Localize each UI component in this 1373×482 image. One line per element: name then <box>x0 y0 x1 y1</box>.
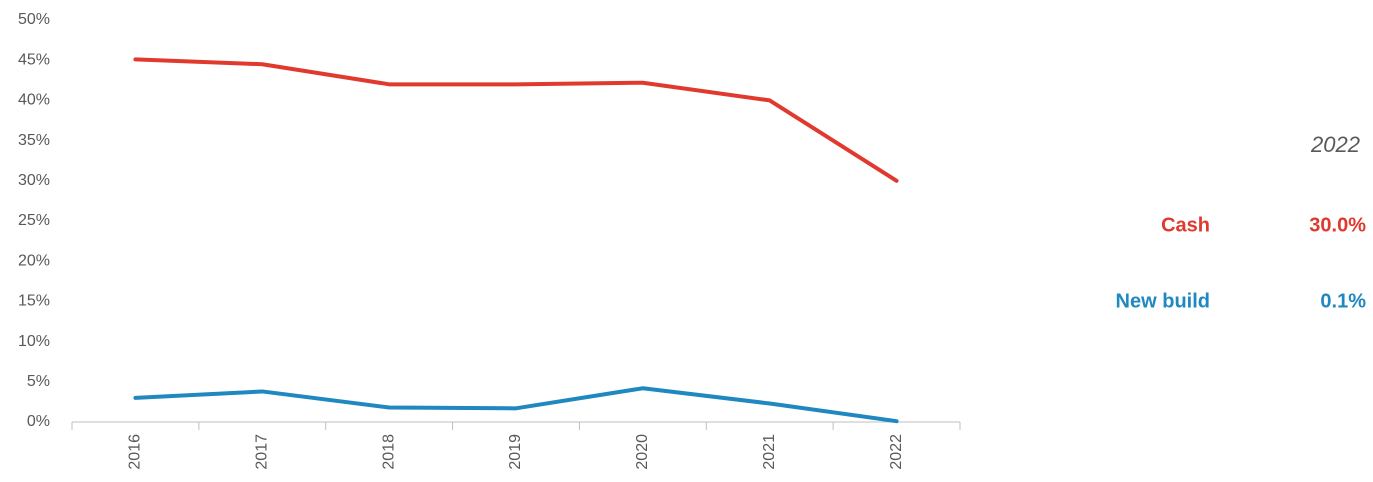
series-line <box>133 57 899 183</box>
y-tick-label: 5% <box>27 373 50 390</box>
y-tick-label: 20% <box>18 252 50 269</box>
y-tick-label: 10% <box>18 333 50 350</box>
value-label: 30.0% <box>1309 214 1366 236</box>
y-tick-label: 30% <box>18 172 50 189</box>
x-tick-label: 2020 <box>634 434 651 470</box>
y-tick-label: 0% <box>27 413 50 430</box>
panel-year: 2022 <box>1310 132 1360 157</box>
x-tick-label: 2017 <box>254 434 271 470</box>
value-label: 0.1% <box>1320 290 1366 312</box>
y-tick-label: 35% <box>18 132 50 149</box>
y-tick-label: 25% <box>18 212 50 229</box>
y-tick-label: 45% <box>18 51 50 68</box>
y-tick-label: 50% <box>18 11 50 28</box>
series-line <box>133 386 899 424</box>
x-tick-label: 2018 <box>380 434 397 470</box>
y-tick-label: 40% <box>18 92 50 109</box>
x-tick-label: 2022 <box>888 434 905 470</box>
legend-label: New build <box>1116 290 1210 312</box>
x-tick-label: 2019 <box>507 434 524 470</box>
legend-label: Cash <box>1161 214 1210 236</box>
x-tick-label: 2016 <box>127 434 144 470</box>
y-tick-label: 15% <box>18 293 50 310</box>
x-tick-label: 2021 <box>761 434 778 470</box>
